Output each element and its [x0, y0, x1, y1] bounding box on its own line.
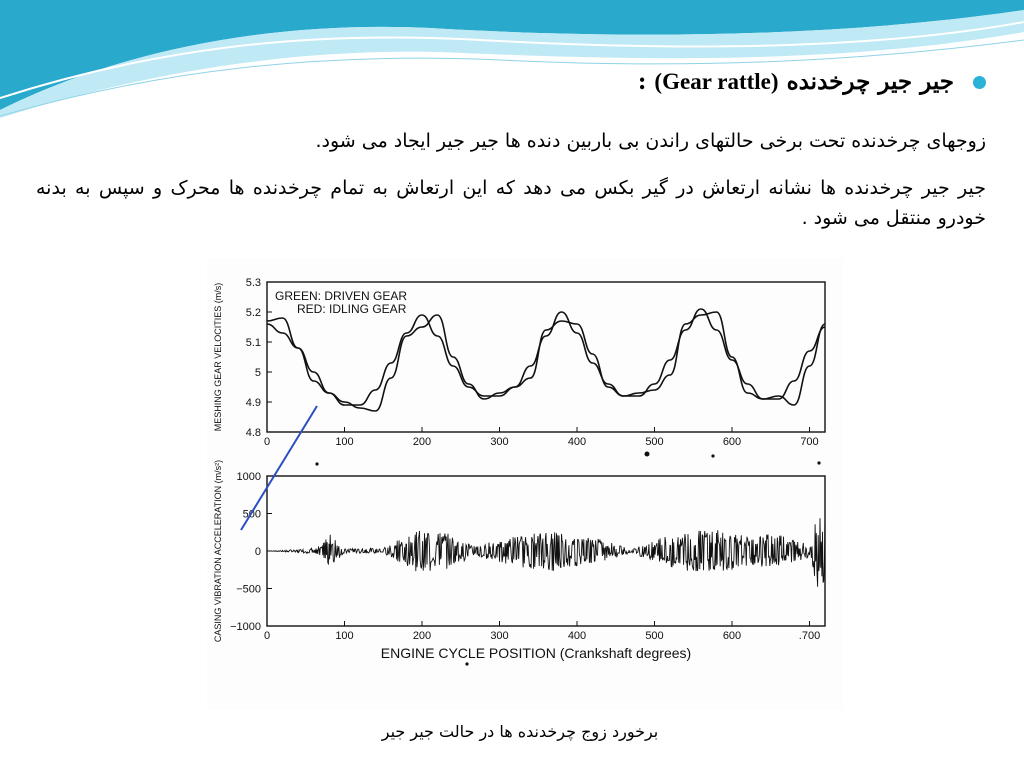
legend-entry-1: RED: IDLING GEAR [297, 302, 407, 316]
slide-heading: جیر جیر چرخدنده (Gear rattle) : [638, 68, 954, 95]
scan-dot-3 [817, 461, 821, 465]
pointer-line [240, 405, 318, 531]
scan-dot-0 [315, 462, 319, 466]
y-tick-label: 5.2 [246, 307, 261, 319]
x-tick-label: 600 [723, 630, 741, 642]
x-tick-label: 0 [264, 436, 270, 448]
x-tick-label: 400 [568, 436, 586, 448]
x-tick-label: .700 [799, 630, 820, 642]
paragraph-1: زوجهای چرخدنده تحت برخی حالتهای راندن بی… [315, 130, 986, 152]
x-tick-label: 100 [335, 630, 353, 642]
x-tick-label: 400 [568, 630, 586, 642]
x-tick-label: 500 [645, 630, 663, 642]
x-tick-label: 0 [264, 630, 270, 642]
x-tick-label: 500 [645, 436, 663, 448]
y-axis-label: MESHING GEAR VELOCITIES (m/s) [213, 283, 223, 432]
scan-dot-4 [465, 662, 469, 666]
x-tick-label: 200 [413, 630, 431, 642]
heading-english: (Gear rattle) [654, 69, 779, 94]
figure-svg: 0 100 200 300 400 500 600 700 4.8 4.9 5 5.1 5.2 5.3 ME… [213, 277, 826, 666]
x-tick-label: 300 [490, 436, 508, 448]
y-tick-label: −1000 [230, 621, 261, 633]
y-tick-label: 5.3 [246, 277, 261, 289]
y-tick-label: 500 [243, 509, 261, 521]
x-tick-label: 100 [335, 436, 353, 448]
wave-line [0, 21, 1024, 99]
series-line-driven-gear [266, 308, 826, 406]
paragraph-2: جیر جیر چرخدنده ها نشانه ارتعاش در گیر ب… [36, 177, 986, 230]
y-tick-label: 5.1 [246, 337, 261, 349]
legend-entry-0: GREEN: DRIVEN GEAR [275, 289, 407, 303]
x-axis-label: ENGINE CYCLE POSITION (Crankshaft degree… [381, 645, 691, 661]
x-tick-label: 600 [723, 436, 741, 448]
wave-light [0, 10, 1024, 118]
x-tick-label: 700 [800, 436, 818, 448]
y-axis-label: CASING VIBRATION ACCELERATION (m/s²) [213, 460, 223, 642]
series-line-vibration [267, 515, 826, 587]
y-tick-label: −500 [236, 584, 261, 596]
header-wave-decoration [0, 0, 1024, 118]
x-tick-label: 200 [413, 436, 431, 448]
y-tick-label: 4.9 [246, 397, 261, 409]
heading-suffix: : [637, 68, 647, 95]
chart-frame-0 [266, 281, 826, 433]
wave-line-2 [0, 39, 1024, 117]
bullet-icon [973, 76, 986, 89]
scan-dot-1 [644, 451, 650, 457]
y-tick-label: 5 [255, 367, 261, 379]
y-tick-label: 1000 [237, 471, 261, 483]
heading-persian: جیر جیر چرخدنده [786, 68, 954, 95]
y-tick-label: 4.8 [246, 427, 261, 439]
x-tick-label: 300 [490, 630, 508, 642]
gear-rattle-figure: 0 100 200 300 400 500 600 700 4.8 4.9 5 5.1 5.2 5.3 ME… [207, 258, 843, 710]
wave-dark [0, 0, 1024, 110]
figure-caption: برخورد زوج چرخدنده ها در حالت جیر جیر [381, 722, 659, 741]
series-line-idling-gear [266, 311, 826, 412]
scan-dot-2 [711, 454, 715, 458]
y-tick-label: 0 [255, 546, 261, 558]
